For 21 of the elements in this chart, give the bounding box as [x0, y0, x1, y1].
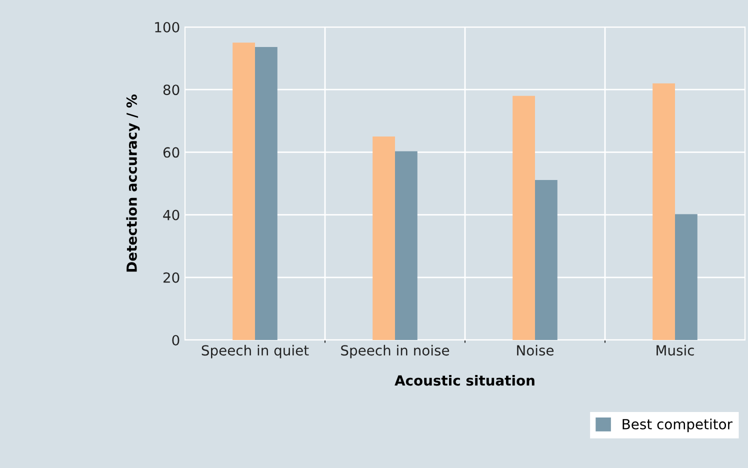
bar [232, 42, 255, 340]
bar [512, 96, 535, 340]
y-tick-label: 80 [163, 84, 180, 96]
bar [535, 180, 558, 340]
bar [372, 136, 395, 340]
x-tick-label: Speech in noise [341, 344, 450, 358]
y-tick-label: 20 [163, 272, 180, 283]
bar [675, 214, 698, 340]
x-tick-label: Speech in quiet [202, 344, 309, 358]
y-tick-label: 0 [172, 334, 180, 346]
y-tick-label: 40 [163, 210, 180, 220]
legend-label: Best competitor [622, 418, 732, 432]
y-tick-label: 100 [155, 22, 180, 32]
bar [255, 47, 278, 340]
bar [395, 151, 418, 340]
x-axis-title: Acoustic situation [394, 374, 534, 386]
x-tick-label: Music [656, 344, 694, 356]
y-tick-label: 60 [163, 147, 180, 158]
x-tick-label: Noise [517, 344, 554, 356]
bar [652, 83, 675, 340]
y-axis-title: Detection accuracy / % [126, 94, 140, 272]
